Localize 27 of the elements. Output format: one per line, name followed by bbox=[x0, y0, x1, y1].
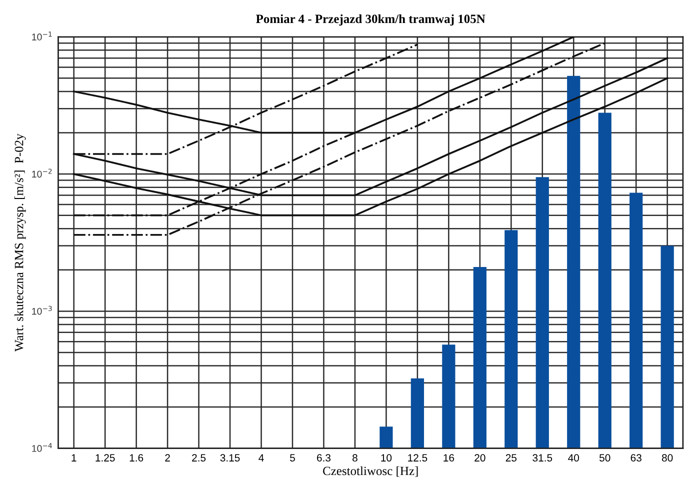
x-tick-label: 5 bbox=[290, 454, 295, 462]
x-tick-label: 80 bbox=[662, 454, 673, 462]
y-axis-title: Wart. skuteczna RMS przysp. [m/s²] P-02y bbox=[14, 134, 26, 352]
x-axis-title: Czestotliwosc [Hz] bbox=[323, 466, 418, 477]
y-tick-label: 10$^{−1}$ bbox=[32, 32, 52, 40]
x-tick-label: 40 bbox=[568, 454, 580, 462]
x-tick-label: 31.5 bbox=[532, 454, 552, 462]
x-tick-label: 6.3 bbox=[317, 454, 331, 462]
x-tick-label: 20 bbox=[474, 454, 486, 462]
x-tick-label: 50 bbox=[599, 454, 610, 462]
y-tick-label: 10$^{−2}$ bbox=[32, 168, 52, 178]
x-tick-label: 1.6 bbox=[130, 454, 144, 462]
y-tick-label: 10$^{−3}$ bbox=[32, 306, 52, 315]
x-tick-label: 8 bbox=[352, 454, 358, 462]
x-tick-label: 63 bbox=[630, 454, 642, 462]
x-tick-label: 2.5 bbox=[192, 454, 206, 462]
x-tick-label: 3.15 bbox=[220, 454, 240, 462]
x-tick-label: 1 bbox=[72, 454, 76, 462]
x-tick-label: 1.25 bbox=[96, 454, 115, 462]
x-tick-label: 25 bbox=[506, 454, 517, 462]
x-tick-label: 2 bbox=[165, 454, 170, 462]
x-tick-label: 4 bbox=[258, 454, 264, 462]
x-tick-label: 16 bbox=[444, 454, 454, 462]
x-tick-label: 10 bbox=[381, 454, 392, 462]
x-tick-label: 12.5 bbox=[408, 454, 428, 462]
chart-title: Pomiar 4 - Przejazd 30km/h tramwaj 105N bbox=[256, 14, 486, 26]
y-tick-label: 10$^{−4}$ bbox=[32, 443, 52, 452]
